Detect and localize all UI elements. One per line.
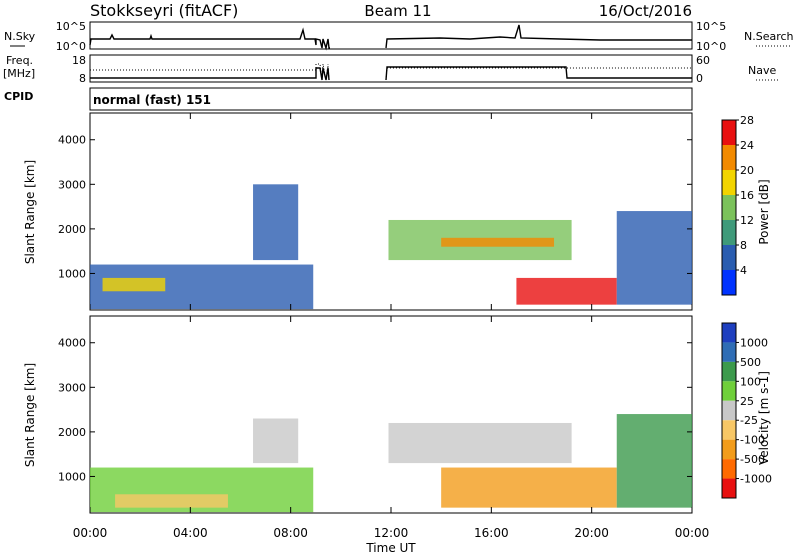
freq-tick-bottom: 8 (79, 72, 86, 85)
colorbar-tick-label: -1000 (740, 473, 772, 486)
y-tick-label: 4000 (58, 134, 86, 147)
freq-label-line2: [MHz] (3, 67, 35, 80)
beam-label: Beam 11 (364, 2, 431, 20)
nave-label: Nave (748, 64, 776, 77)
colorbar-tick-label: 16 (740, 189, 754, 202)
colorbar-swatch (722, 420, 736, 440)
cpid-label: CPID (4, 90, 33, 103)
y-tick-label: 3000 (58, 178, 86, 191)
freq-label-line1: Freq. (6, 54, 33, 67)
colorbar-swatch (722, 478, 736, 498)
colorbar-swatch (722, 381, 736, 401)
freq-trace-1 (90, 67, 330, 81)
colorbar-tick-label: 24 (740, 139, 754, 152)
colorbar-tick-label: 1000 (740, 336, 768, 349)
x-tick-label: 20:00 (574, 526, 609, 540)
power-ylabel: Slant Range [km] (23, 160, 37, 264)
nave-tick-bottom: 0 (696, 72, 703, 85)
colorbar-tick-label: 25 (740, 395, 754, 408)
colorbar-swatch (722, 170, 736, 195)
y-tick-label: 3000 (58, 381, 86, 394)
echo-region (441, 237, 555, 247)
echo-region (616, 414, 692, 508)
echo-region (102, 277, 166, 292)
colorbar-swatch (722, 361, 736, 382)
nave-tick-top: 60 (696, 54, 710, 67)
colorbar-swatch (722, 220, 736, 245)
freq-panel: Freq. [MHz] 18 8 60 0 Nave (3, 54, 780, 85)
date-label: 16/Oct/2016 (599, 2, 692, 20)
colorbar-tick-label: 8 (740, 239, 747, 252)
nsearch-tick-bottom: 10^0 (696, 40, 726, 53)
freq-tick-top: 18 (72, 54, 86, 67)
colorbar-swatch (722, 459, 736, 479)
echo-region (441, 467, 617, 508)
nsearch-tick-top: 10^5 (696, 20, 726, 33)
nsky-tick-bottom: 10^0 (56, 40, 86, 53)
nsky-trace-2 (385, 24, 692, 49)
colorbar-frame (721, 322, 737, 499)
echo-region (253, 184, 299, 261)
y-tick-label: 2000 (58, 426, 86, 439)
plot-title: Stokkseyri (fitACF) (90, 1, 238, 20)
colorbar-tick-label: 4 (740, 264, 747, 277)
colorbar-swatch (722, 323, 736, 343)
colorbar-swatch (722, 270, 736, 295)
x-tick-label: 00:00 (73, 526, 108, 540)
velocity-panel: 1000 2000 3000 4000 Slant Range [km] 1000 50… (23, 315, 772, 514)
power-colorbar-label: Power [dB] (757, 179, 771, 244)
x-tick-label: 16:00 (474, 526, 509, 540)
colorbar-tick-label: -25 (740, 414, 758, 427)
colorbar-swatch (722, 120, 736, 145)
colorbar-tick-label: 12 (740, 214, 754, 227)
nsky-panel: N.Sky 10^5 10^0 10^5 10^0 N.Search (4, 20, 794, 53)
colorbar-tick-label: 20 (740, 164, 754, 177)
echo-region (115, 494, 228, 508)
velocity-colorbar-label: Velocity [m s-1] (757, 371, 771, 465)
x-tick-label: 12:00 (374, 526, 409, 540)
colorbar-tick-label: -500 (740, 453, 765, 466)
echo-region (388, 422, 572, 464)
echo-region (616, 211, 692, 305)
colorbar-swatch (722, 145, 736, 170)
colorbar-tick-label: -100 (740, 434, 765, 447)
nsky-tick-top: 10^5 (56, 20, 86, 33)
x-tick-label: 04:00 (173, 526, 208, 540)
colorbar-swatch (722, 439, 736, 460)
nsky-trace-1 (89, 27, 330, 51)
nsky-frame (89, 21, 693, 50)
x-axis-label: Time UT (365, 541, 416, 554)
cpid-text: normal (fast) 151 (93, 93, 211, 107)
freq-frame (89, 54, 693, 83)
freq-trace-2 (385, 66, 692, 81)
colorbar-tick-label: 500 (740, 356, 761, 369)
colorbar-swatch (722, 342, 736, 362)
colorbar-swatch (722, 400, 736, 421)
velocity-ylabel: Slant Range [km] (23, 363, 37, 467)
cpid-frame (89, 87, 693, 111)
colorbar-swatch (722, 245, 736, 270)
x-tick-label: 08:00 (273, 526, 308, 540)
y-tick-label: 4000 (58, 337, 86, 350)
x-tick-label: 00:00 (675, 526, 710, 540)
y-tick-label: 1000 (58, 267, 86, 280)
colorbar-tick-label: 100 (740, 375, 761, 388)
y-tick-label: 2000 (58, 223, 86, 236)
nsearch-label: N.Search (744, 30, 794, 43)
power-panel: 1000 2000 3000 4000 Slant Range [km] 4 8 12 16… (23, 112, 771, 311)
x-axis: 00:00 04:00 08:00 12:00 16:00 20:00 00:00 (73, 113, 710, 540)
echo-region (516, 277, 617, 305)
echo-region (253, 418, 299, 464)
y-tick-label: 1000 (58, 470, 86, 483)
colorbar-tick-label: 28 (740, 114, 754, 127)
colorbar-frame (721, 119, 737, 296)
nsky-label: N.Sky (4, 30, 36, 43)
colorbar-swatch (722, 195, 736, 220)
